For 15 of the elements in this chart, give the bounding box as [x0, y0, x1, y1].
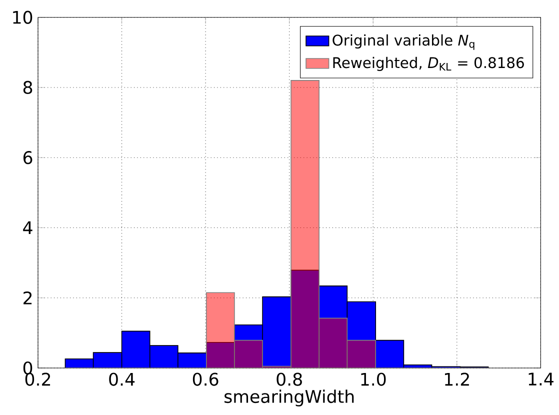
- x-tick-label: 1.0: [361, 372, 386, 386]
- y-tick-label: 2: [24, 291, 32, 304]
- x-axis-title: smearingWidth: [224, 390, 354, 406]
- x-tick-label: 1.4: [528, 372, 554, 386]
- x-tick-label: 0.8: [276, 372, 302, 386]
- legend-label: Reweighted, D$_{KL}$ = 0.8186: [333, 56, 524, 72]
- x-tick-label: 1.2: [445, 372, 469, 386]
- y-tick-label: 10: [13, 10, 32, 24]
- y-tick-label: 8: [23, 80, 32, 94]
- legend-label: Original variable N$_{q}$: [332, 34, 474, 50]
- x-tick-label: 0.4: [109, 372, 135, 386]
- y-tick-label: 4: [23, 221, 32, 234]
- x-tick-label: 0.2: [25, 372, 50, 386]
- x-tick-label: 0.6: [192, 372, 218, 386]
- y-tick-label: 6: [23, 151, 32, 164]
